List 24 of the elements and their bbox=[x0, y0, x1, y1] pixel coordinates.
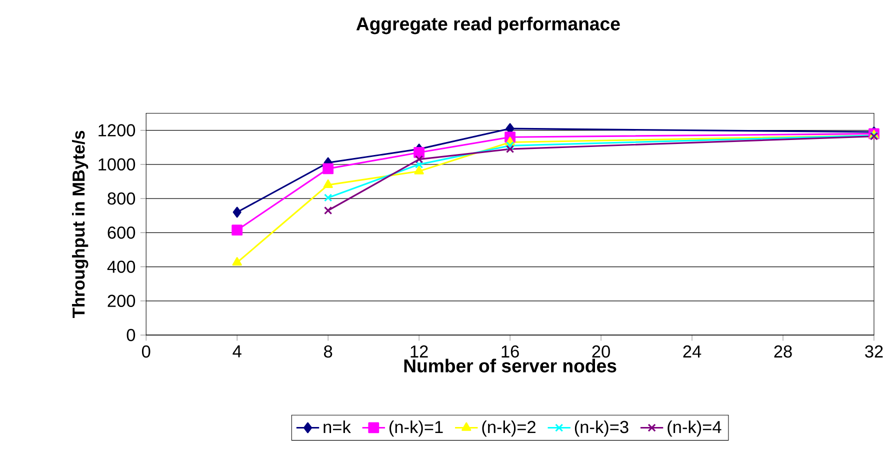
x-tick-label: 20 bbox=[592, 345, 610, 358]
y-tick-label: 1000 bbox=[98, 158, 136, 170]
x-tick-label: 28 bbox=[774, 345, 792, 358]
x-tick-label: 8 bbox=[324, 345, 332, 358]
x-axis-title: Number of server nodes bbox=[404, 358, 616, 372]
y-tick-label: 800 bbox=[108, 192, 136, 205]
legend-label: (n-k)=2 bbox=[482, 420, 536, 436]
legend-label: (n-k)=1 bbox=[390, 420, 443, 436]
y-tick-label: 200 bbox=[108, 294, 136, 307]
x-tick-label: 24 bbox=[683, 345, 702, 358]
y-tick-label: 400 bbox=[107, 260, 136, 273]
legend-label: (n-k)=3 bbox=[574, 420, 628, 436]
chart-title: Aggregate read performanace bbox=[356, 16, 620, 34]
x-tick-label: 4 bbox=[232, 345, 242, 358]
x-tick-label: 32 bbox=[865, 345, 883, 358]
legend-label: n=k bbox=[324, 420, 351, 433]
y-tick-label: 1200 bbox=[98, 124, 136, 136]
y-tick-label: 600 bbox=[108, 226, 136, 239]
x-tick-label: 12 bbox=[410, 345, 428, 358]
y-axis-title: Throughput in MByte/s bbox=[72, 130, 88, 318]
x-tick-label: 0 bbox=[142, 345, 150, 358]
x-tick-label: 16 bbox=[502, 345, 519, 358]
legend-label: (n-k)=4 bbox=[668, 420, 722, 436]
y-tick-label: 0 bbox=[126, 328, 136, 342]
